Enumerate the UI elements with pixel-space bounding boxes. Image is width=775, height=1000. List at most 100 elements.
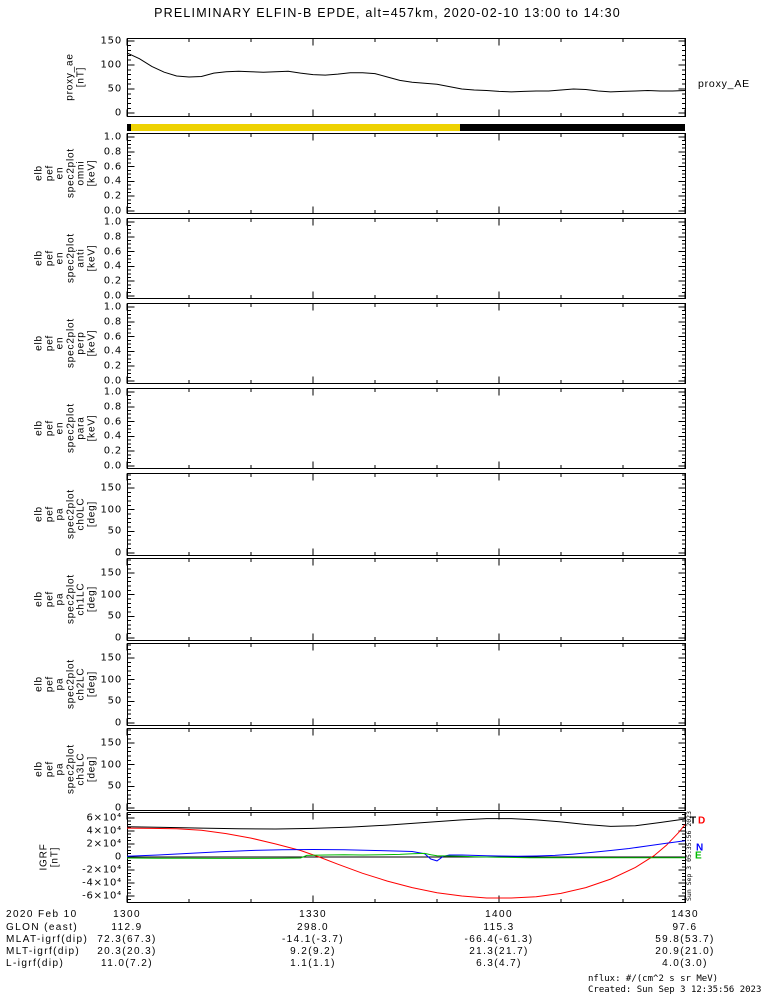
sun-flag-segment-dark	[459, 124, 685, 131]
y-tick-label-pa_ch0lc: 0	[114, 547, 122, 559]
y-tick-label-en_anti: 1.0	[103, 216, 122, 228]
ephemeris-value: 1430	[671, 909, 699, 920]
y-tick-label-en_perp: 0.2	[103, 360, 122, 372]
y-tick-label-igrf: -2×10⁴	[82, 864, 122, 876]
ephemeris-value: 9.2(9.2)	[290, 946, 336, 957]
y-tick-label-en_para: 0.4	[103, 430, 122, 442]
series-proxy_ae-proxy_AE	[126, 52, 686, 93]
en-omni-y-axis-label: elb pef en spec2plot omni [keV]	[33, 147, 98, 199]
ephemeris-value: -14.1(-3.7)	[281, 934, 345, 945]
y-tick-label-pa_ch3lc: 50	[107, 780, 122, 792]
sun-flag-segment-sunlit	[131, 124, 460, 131]
ephemeris-value: 21.3(21.7)	[469, 946, 529, 957]
panel-frame-pa_ch3lc	[127, 728, 686, 811]
y-tick-label-proxy_ae: 50	[107, 83, 122, 95]
pa-ch2lc-y-axis-label: elb pef pa spec2plot ch2LC [deg]	[33, 658, 98, 710]
y-tick-label-pa_ch2lc: 150	[100, 652, 122, 664]
ephemeris-value: 112.9	[111, 922, 143, 933]
y-tick-label-igrf: -4×10⁴	[82, 877, 122, 889]
y-tick-label-pa_ch0lc: 50	[107, 525, 122, 537]
ephemeris-value: 4.0(3.0)	[662, 958, 708, 969]
y-tick-label-pa_ch3lc: 100	[100, 759, 122, 771]
ephemeris-value: 97.6	[672, 922, 698, 933]
y-tick-label-en_para: 0.8	[103, 401, 122, 413]
ephemeris-row-label: 2020 Feb 10	[6, 909, 78, 920]
ephemeris-row-label: GLON (east)	[6, 922, 79, 933]
panel-frame-en_para	[127, 388, 686, 469]
proxy-ae-y-axis-label: proxy_ae [nT]	[64, 53, 87, 101]
y-tick-label-pa_ch1lc: 50	[107, 610, 122, 622]
panel-frame-en_anti	[127, 218, 686, 299]
y-tick-label-pa_ch3lc: 0	[114, 802, 122, 814]
y-tick-label-en_anti: 0.0	[103, 290, 122, 302]
y-tick-label-en_omni: 0.0	[103, 205, 122, 217]
y-tick-label-en_omni: 1.0	[103, 131, 122, 143]
y-tick-label-proxy_ae: 0	[114, 107, 122, 119]
ephemeris-value: 20.3(20.3)	[97, 946, 157, 957]
panel-frame-pa_ch0lc	[127, 473, 686, 556]
y-tick-label-en_perp: 1.0	[103, 301, 122, 313]
igrf-legend-letter-E: E	[695, 850, 702, 862]
panel-frame-en_omni	[127, 133, 686, 214]
y-tick-label-en_para: 0.6	[103, 416, 122, 428]
pa-ch1lc-y-axis-label: elb pef pa spec2plot ch1LC [deg]	[33, 573, 98, 625]
y-tick-label-pa_ch2lc: 100	[100, 674, 122, 686]
igrf-legend-letter-D: D	[698, 815, 706, 827]
ephemeris-value: 6.3(4.7)	[476, 958, 522, 969]
igrf-legend-letter-N: N	[696, 842, 704, 854]
y-tick-label-pa_ch0lc: 100	[100, 504, 122, 516]
ephemeris-value: 1400	[485, 909, 513, 920]
y-tick-label-en_omni: 0.2	[103, 190, 122, 202]
en-para-y-axis-label: elb pef en spec2plot para [keV]	[33, 402, 98, 454]
ephemeris-value: 72.3(67.3)	[97, 934, 157, 945]
y-tick-label-en_perp: 0.4	[103, 345, 122, 357]
ephemeris-value: 59.8(53.7)	[655, 934, 715, 945]
y-tick-label-en_anti: 0.4	[103, 260, 122, 272]
y-tick-label-pa_ch1lc: 150	[100, 567, 122, 579]
y-tick-label-en_perp: 0.6	[103, 331, 122, 343]
y-tick-label-en_para: 0.2	[103, 445, 122, 457]
panel-frame-pa_ch1lc	[127, 558, 686, 641]
y-tick-label-en_anti: 0.2	[103, 275, 122, 287]
ephemeris-value: -66.4(-61.3)	[464, 934, 534, 945]
y-tick-label-en_perp: 0.8	[103, 316, 122, 328]
ephemeris-row-label: MLT-igrf(dip)	[6, 946, 81, 957]
ephemeris-row-label: MLAT-igrf(dip)	[6, 934, 89, 945]
page-title: PRELIMINARY ELFIN-B EPDE, alt=457km, 202…	[154, 6, 621, 20]
y-tick-label-igrf: 6×10⁴	[86, 812, 122, 824]
pa-ch3lc-y-axis-label: elb pef pa spec2plot ch3LC [deg]	[33, 743, 98, 795]
y-tick-label-igrf: -6×10⁴	[82, 890, 122, 902]
igrf-legend-letter-T: T	[690, 815, 697, 827]
sun-flag-segment-dark	[127, 124, 132, 131]
y-tick-label-proxy_ae: 100	[100, 59, 122, 71]
y-tick-label-proxy_ae: 150	[100, 35, 122, 47]
y-tick-label-pa_ch1lc: 0	[114, 632, 122, 644]
ephemeris-value: 1.1(1.1)	[290, 958, 336, 969]
ephemeris-value: 20.9(21.0)	[655, 946, 715, 957]
ephemeris-value: 1300	[113, 909, 141, 920]
series-igrf-T	[126, 818, 686, 830]
ephemeris-value: 298.0	[296, 922, 330, 933]
en-anti-y-axis-label: elb pef en spec2plot anti [keV]	[33, 232, 98, 284]
y-tick-label-igrf: 2×10⁴	[86, 838, 122, 850]
series-igrf-E	[126, 852, 685, 859]
created-timestamp: Created: Sun Sep 3 12:35:56 2023	[588, 985, 762, 995]
y-tick-label-en_anti: 0.8	[103, 231, 122, 243]
igrf-y-axis-label: IGRF [nT]	[38, 843, 61, 871]
y-tick-label-en_anti: 0.6	[103, 246, 122, 258]
y-tick-label-en_omni: 0.4	[103, 175, 122, 187]
side-timestamp: Sun Sep 3 05:35:56 2023	[685, 810, 693, 902]
y-tick-label-en_omni: 0.6	[103, 161, 122, 173]
y-tick-label-pa_ch2lc: 0	[114, 717, 122, 729]
y-tick-label-pa_ch0lc: 150	[100, 482, 122, 494]
ephemeris-row-label: L-igrf(dip)	[6, 958, 65, 969]
ephemeris-value: 1330	[299, 909, 327, 920]
panel-frame-pa_ch2lc	[127, 643, 686, 726]
y-tick-label-pa_ch2lc: 50	[107, 695, 122, 707]
y-tick-label-en_perp: 0.0	[103, 375, 122, 387]
panel-frame-proxy_ae	[127, 38, 686, 117]
series-igrf-D	[126, 824, 686, 899]
y-tick-label-igrf: 0	[114, 851, 122, 863]
